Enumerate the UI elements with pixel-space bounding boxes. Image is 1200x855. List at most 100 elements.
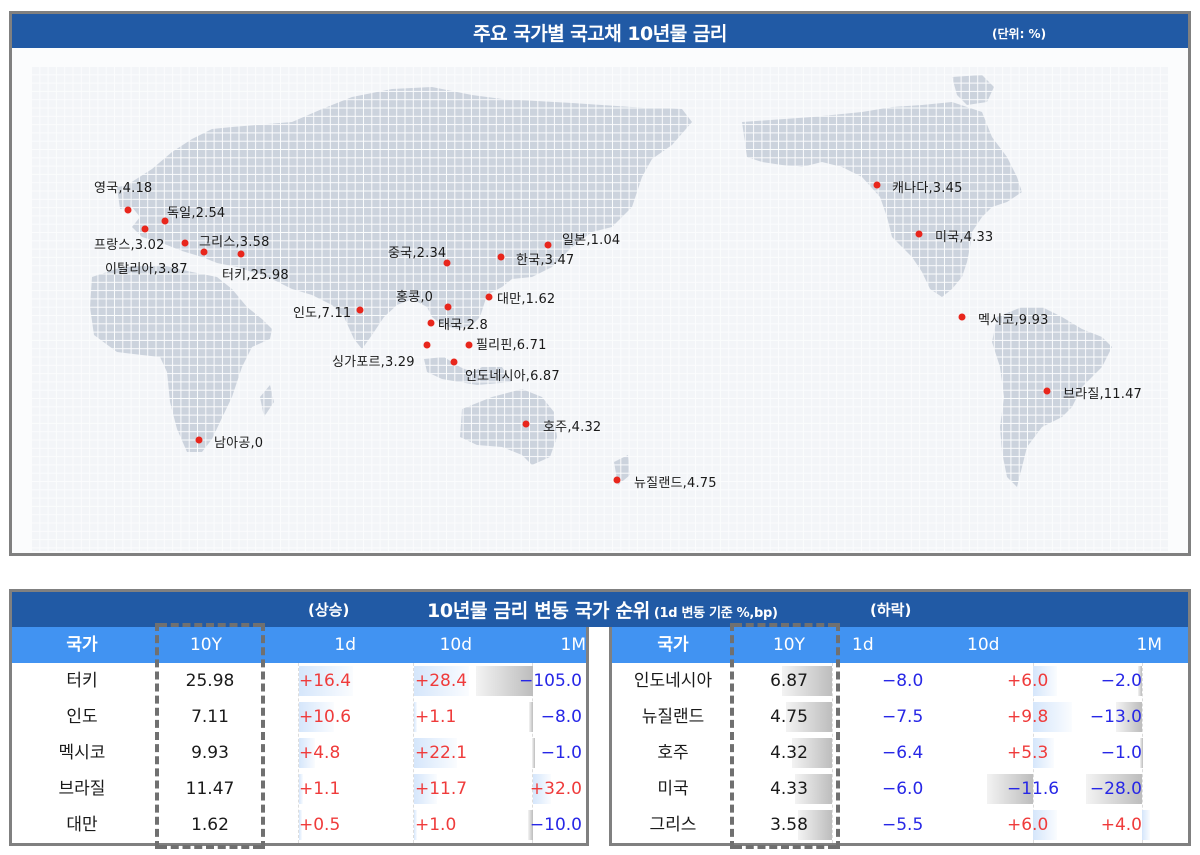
change-1m-cell: −2.0 — [1100, 671, 1142, 691]
header-country: 국가 — [657, 635, 689, 655]
country-marker-dot[interactable] — [1043, 387, 1051, 395]
positive-change-bar — [1142, 810, 1150, 840]
table-row: 대만 1.62 +0.5 +1.0 −10.0 — [12, 807, 586, 843]
country-marker-dot[interactable] — [465, 341, 473, 349]
header-10y: 10Y — [189, 635, 223, 655]
change-1d-cell: −5.5 — [882, 815, 924, 835]
country-marker-dot[interactable] — [444, 303, 452, 311]
country-marker-dot[interactable] — [958, 313, 966, 321]
yield-10y-cell: 4.33 — [770, 779, 808, 799]
country-marker-dot[interactable] — [497, 253, 505, 261]
country-marker-dot[interactable] — [237, 250, 245, 258]
country-yield-label: 호주,4.32 — [543, 420, 602, 435]
country-marker-dot[interactable] — [423, 341, 431, 349]
country-yield-label: 이탈리아,3.87 — [105, 262, 188, 277]
falling-table: 국가 10Y 1d 10d 1M 인도네시아 6.87 −8.0 +6.0 −2.0 뉴질… — [609, 623, 1191, 849]
negative-change-bar — [1116, 702, 1142, 732]
country-yield-label: 브라질,11.47 — [1063, 387, 1143, 402]
header-10d: 10d — [967, 635, 1000, 655]
negative-change-bar — [797, 810, 832, 840]
column-divider — [413, 663, 414, 843]
country-yield-label: 인도,7.11 — [293, 306, 352, 321]
country-marker-dot[interactable] — [200, 248, 208, 256]
country-cell: 대만 — [66, 815, 98, 835]
table-header-row: 국가 10Y 1d 10d 1M — [612, 627, 1188, 663]
10y-column-highlight — [730, 623, 840, 849]
country-marker-dot[interactable] — [873, 181, 881, 189]
table-row: 뉴질랜드 4.75 −7.5 +9.8 −13.0 — [612, 699, 1188, 735]
change-10d-cell: +5.3 — [1007, 743, 1049, 763]
negative-change-bar — [794, 774, 832, 804]
yield-10y-cell: 1.62 — [191, 815, 229, 835]
change-10d-cell: +6.0 — [1007, 815, 1049, 835]
10y-highlight-top — [159, 623, 261, 627]
country-yield-label: 터키,25.98 — [222, 268, 289, 283]
ranking-subtitle: (1d 변동 기준 %,bp) — [653, 606, 778, 621]
positive-change-bar — [533, 774, 551, 804]
country-marker-dot[interactable] — [443, 259, 451, 267]
negative-change-bar — [476, 666, 533, 696]
country-cell: 인도 — [66, 707, 98, 727]
change-1d-cell: +4.8 — [299, 743, 341, 763]
country-marker-dot[interactable] — [522, 420, 530, 428]
column-divider — [832, 663, 833, 843]
positive-change-bar — [1033, 810, 1057, 840]
bond-yield-map-panel: 주요 국가별 국고채 10년물 금리 (단위: %) — [9, 11, 1191, 556]
table-row: 멕시코 9.93 +4.8 +22.1 −1.0 — [12, 735, 586, 771]
country-yield-label: 인도네시아,6.87 — [465, 369, 560, 384]
map-title: 주요 국가별 국고채 10년물 금리 — [473, 23, 727, 45]
country-marker-dot[interactable] — [356, 306, 364, 314]
positive-change-bar — [1033, 666, 1057, 696]
table-row: 브라질 11.47 +1.1 +11.7 +32.0 — [12, 771, 586, 807]
country-yield-label: 홍콩,0 — [396, 290, 434, 305]
change-1m-cell: −13.0 — [1089, 707, 1142, 727]
change-1m-cell: −10.0 — [529, 815, 582, 835]
positive-change-bar — [299, 738, 315, 768]
country-marker-dot[interactable] — [485, 293, 493, 301]
country-yield-label: 한국,3.47 — [516, 253, 575, 268]
10y-column-highlight — [155, 623, 265, 849]
negative-change-bar — [532, 738, 536, 768]
change-1d-cell: −7.5 — [882, 707, 924, 727]
country-yield-label: 미국,4.33 — [935, 230, 994, 245]
table-header-row: 국가 10Y 1d 10d 1M — [12, 627, 586, 663]
change-1d-cell: +0.5 — [299, 815, 341, 835]
positive-change-bar — [1033, 738, 1055, 768]
map-unit-label: (단위: %) — [992, 27, 1047, 41]
country-yield-label: 멕시코,9.93 — [978, 313, 1049, 328]
country-cell: 뉴질랜드 — [641, 707, 705, 727]
yield-10y-cell: 9.93 — [191, 743, 229, 763]
country-marker-dot[interactable] — [544, 241, 552, 249]
country-cell: 그리스 — [649, 815, 697, 835]
country-yield-label: 독일,2.54 — [167, 206, 226, 221]
table-row: 그리스 3.58 −5.5 +6.0 +4.0 — [612, 807, 1188, 843]
change-1d-cell: −6.0 — [882, 779, 924, 799]
yield-change-ranking-panel: (상승) 10년물 금리 변동 국가 순위 (1d 변동 기준 %,bp) (하락… — [9, 589, 1191, 849]
country-marker-dot[interactable] — [181, 239, 189, 247]
country-marker-dot[interactable] — [141, 225, 149, 233]
country-yield-label: 일본,1.04 — [562, 233, 621, 248]
yield-10y-cell: 25.98 — [185, 671, 235, 691]
change-10d-cell: +9.8 — [1007, 707, 1049, 727]
country-yield-label: 싱가포르,3.29 — [332, 355, 415, 370]
country-marker-dot[interactable] — [124, 206, 132, 214]
country-cell: 터키 — [66, 671, 98, 691]
change-10d-cell: +1.0 — [415, 815, 457, 835]
10y-highlight-bottom — [734, 845, 836, 849]
country-marker-dot[interactable] — [450, 358, 458, 366]
yield-10y-cell: 4.75 — [770, 707, 808, 727]
country-marker-dot[interactable] — [613, 476, 621, 484]
country-marker-dot[interactable] — [195, 436, 203, 444]
country-marker-dot[interactable] — [915, 230, 923, 238]
negative-change-bar — [1138, 666, 1142, 696]
negative-change-bar — [785, 702, 832, 732]
positive-change-bar — [299, 702, 334, 732]
negative-change-bar — [528, 702, 533, 732]
country-marker-dot[interactable] — [161, 217, 169, 225]
country-marker-dot[interactable] — [427, 319, 435, 327]
continents — [90, 75, 1112, 487]
table-row: 미국 4.33 −6.0 −11.6 −28.0 — [612, 771, 1188, 807]
column-divider — [298, 663, 299, 843]
country-cell: 미국 — [657, 779, 689, 799]
header-10y: 10Y — [772, 635, 806, 655]
